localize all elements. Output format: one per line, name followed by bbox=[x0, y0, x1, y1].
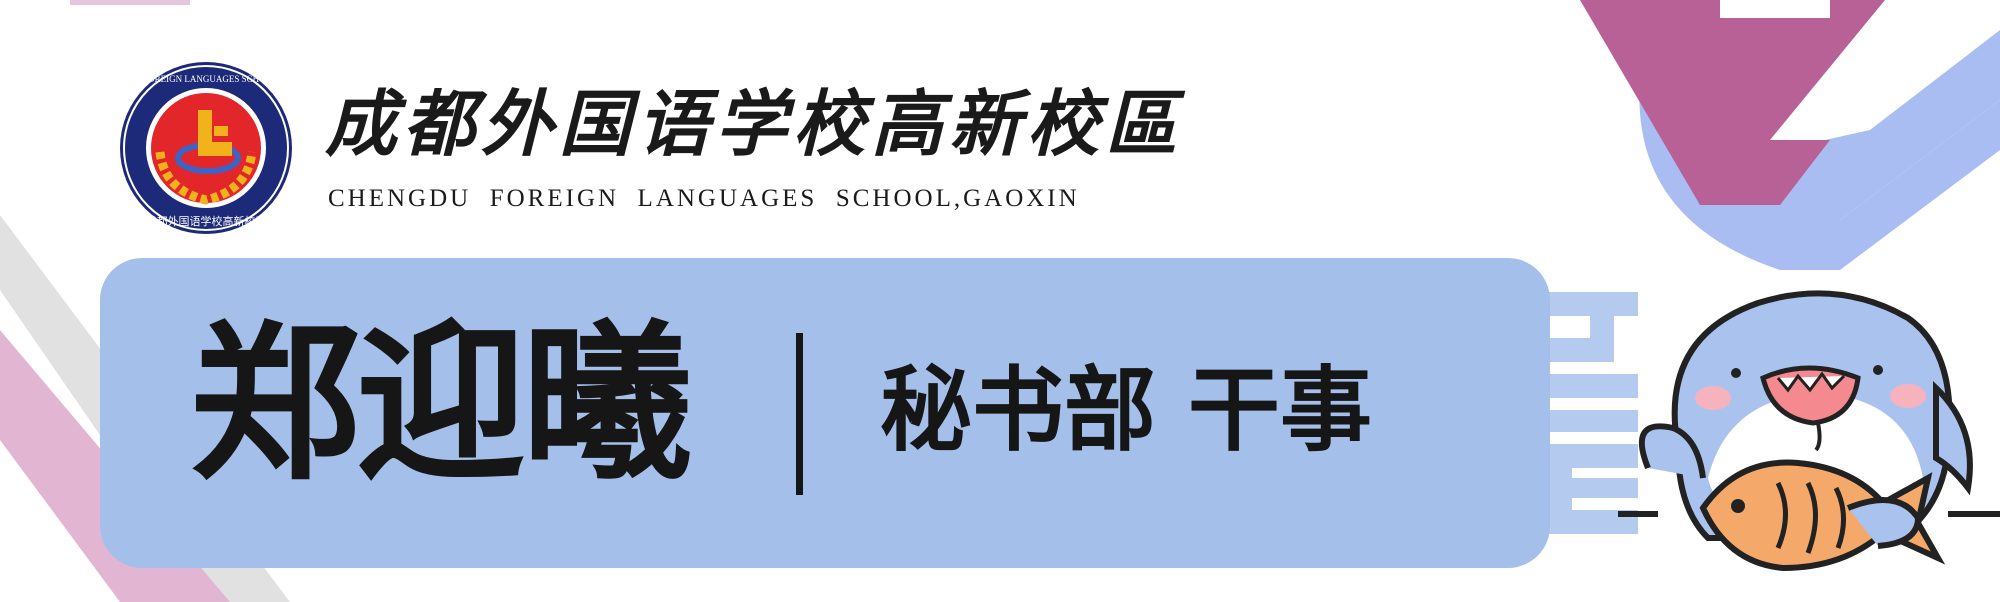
emblem-ring-text-cn: 成都外国语学校高新校区 bbox=[146, 214, 267, 228]
school-name-english: CHENGDU FOREIGN LANGUAGES SCHOOL,GAOXIN bbox=[328, 185, 1080, 212]
name-role-divider bbox=[796, 333, 803, 495]
school-emblem-icon: CHENGDU FOREIGN LANGUAGES SCHOOL GAOXIN … bbox=[118, 62, 294, 234]
top-right-blue-curve bbox=[1639, 80, 2000, 270]
school-name-chinese: 成都外国语学校高新校區 bbox=[325, 81, 1184, 166]
name-card-panel bbox=[100, 258, 1550, 568]
emblem-ring-text: CHENGDU FOREIGN LANGUAGES SCHOOL GAOXIN bbox=[118, 74, 294, 84]
top-left-accent bbox=[70, 0, 190, 5]
shark-holding-fish-icon bbox=[1618, 290, 2000, 572]
person-name: 郑迎曦 bbox=[190, 306, 692, 504]
top-right-mauve-shape bbox=[1580, 0, 1885, 205]
person-role: 秘书部 干事 bbox=[880, 357, 1373, 464]
vertical-block-letters bbox=[1548, 292, 1638, 534]
